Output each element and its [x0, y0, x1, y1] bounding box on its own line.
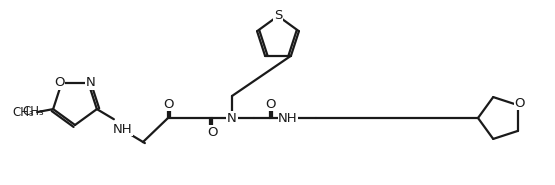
Text: S: S — [274, 9, 282, 21]
Text: O: O — [265, 97, 275, 110]
Text: O: O — [514, 97, 525, 110]
Text: N: N — [85, 76, 95, 89]
Text: NH: NH — [113, 123, 133, 136]
Text: CH₃: CH₃ — [22, 105, 44, 118]
Text: CH₃: CH₃ — [12, 106, 34, 119]
Text: N: N — [227, 112, 237, 125]
Text: O: O — [207, 125, 217, 139]
Text: NH: NH — [278, 112, 298, 125]
Text: O: O — [54, 76, 65, 89]
Text: O: O — [163, 97, 173, 110]
